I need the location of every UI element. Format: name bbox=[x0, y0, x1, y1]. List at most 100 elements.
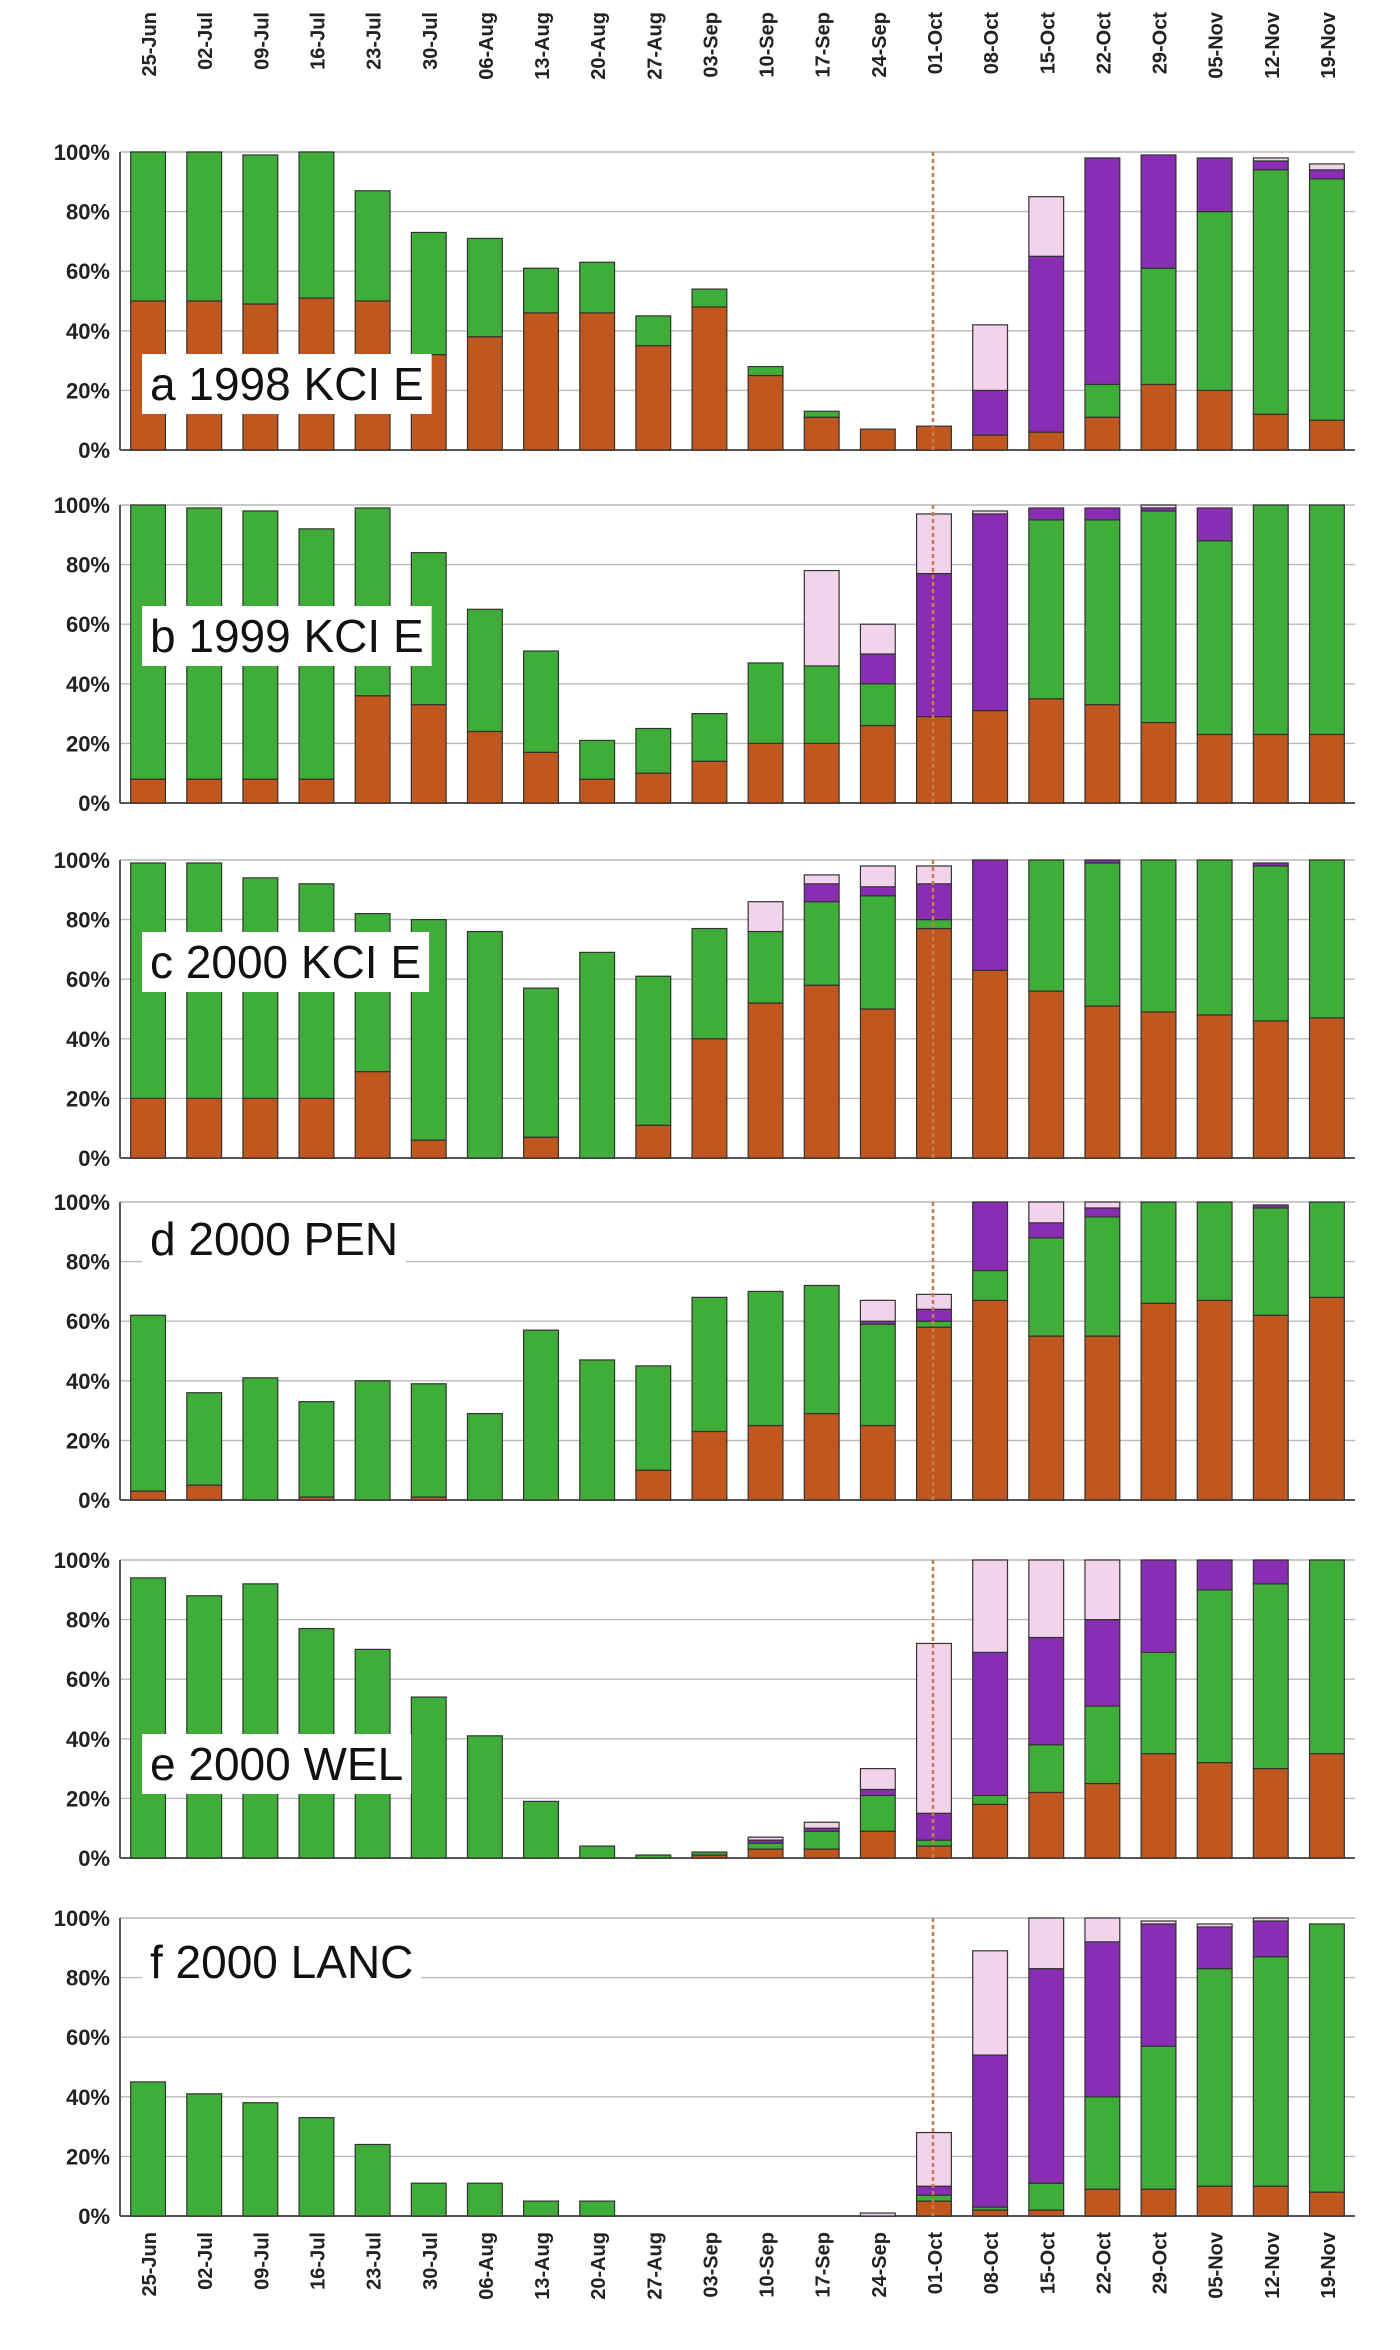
bar-segment-green bbox=[130, 1314, 167, 1492]
bar-segment-green bbox=[466, 1735, 503, 1859]
bar-segment-pink bbox=[1140, 1920, 1177, 1925]
bar-segment-green bbox=[1252, 504, 1289, 736]
bar-segment-green bbox=[130, 151, 167, 302]
y-tick-label: 0% bbox=[78, 1146, 110, 1171]
x-tick-label-bottom: 17-Sep bbox=[813, 2232, 835, 2298]
y-tick-label: 20% bbox=[66, 2144, 110, 2169]
bar-segment-pink bbox=[1252, 157, 1289, 162]
bar-segment-green bbox=[298, 151, 335, 299]
bar-segment-green bbox=[1140, 2045, 1177, 2190]
bar-segment-brown bbox=[1028, 990, 1065, 1159]
bar-segment-green bbox=[1308, 1559, 1345, 1755]
bar-segment-green bbox=[1252, 1583, 1289, 1770]
y-tick-label: 40% bbox=[66, 2085, 110, 2110]
bar-segment-purple bbox=[803, 883, 840, 903]
bar-segment-green bbox=[1196, 859, 1233, 1016]
bar-segment-green bbox=[1084, 1705, 1121, 1785]
bar-segment-brown bbox=[1028, 1791, 1065, 1859]
chart-panel: 0% 20% 40% 60% 80% 100% f 2000 LANC bbox=[54, 1906, 1355, 2229]
bar-segment-green bbox=[579, 1845, 616, 1859]
bar-segment-green bbox=[803, 665, 840, 744]
bar-segment-brown bbox=[466, 336, 503, 451]
bar-segment-brown bbox=[747, 374, 784, 451]
bar-segment-brown bbox=[1308, 419, 1345, 451]
bar-segment-purple bbox=[1196, 1559, 1233, 1591]
bar-segment-purple bbox=[1028, 255, 1065, 433]
bar-segment-brown bbox=[1140, 1011, 1177, 1159]
bar-segment-brown bbox=[803, 1848, 840, 1859]
bar-segment-pink bbox=[1028, 1201, 1065, 1224]
y-tick-label: 20% bbox=[66, 1086, 110, 1111]
y-tick-label: 20% bbox=[66, 378, 110, 403]
bar-segment-green bbox=[186, 2093, 223, 2217]
bar-segment-green bbox=[1140, 510, 1177, 724]
bar-segment-brown bbox=[1252, 413, 1289, 451]
bar-segment-green bbox=[523, 267, 560, 314]
x-tick-label-top: 23-Jul bbox=[364, 12, 386, 70]
bar-segment-green bbox=[354, 190, 391, 302]
bar-segment-green bbox=[691, 1851, 728, 1856]
bar-segment-green bbox=[1252, 169, 1289, 415]
bar-segment-green bbox=[186, 151, 223, 302]
bar-segment-pink bbox=[1028, 1559, 1065, 1639]
bar-segment-green bbox=[523, 1329, 560, 1501]
bar-segment-brown bbox=[1084, 704, 1121, 804]
bar-segment-green bbox=[523, 1800, 560, 1859]
bar-segment-brown bbox=[635, 1469, 672, 1501]
bar-segment-purple bbox=[972, 389, 1009, 436]
x-tick-label-top: 01-Oct bbox=[925, 12, 947, 75]
panel-label: a 1998 KCI E bbox=[150, 358, 424, 410]
bar-segment-green bbox=[523, 2200, 560, 2217]
bar-segment-purple bbox=[859, 886, 896, 897]
bar-segment-pink bbox=[972, 1559, 1009, 1653]
bar-segment-green bbox=[1308, 504, 1345, 736]
bar-segment-brown bbox=[1252, 1314, 1289, 1501]
bar-segment-green bbox=[1140, 1201, 1177, 1304]
bar-segment-green bbox=[635, 975, 672, 1126]
bar-segment-brown bbox=[635, 1124, 672, 1159]
panel-label-background bbox=[142, 1209, 407, 1269]
bar-segment-brown bbox=[298, 778, 335, 804]
x-tick-label-bottom: 01-Oct bbox=[925, 2232, 947, 2295]
y-tick-label: 80% bbox=[66, 1608, 110, 1633]
bar-segment-brown bbox=[747, 742, 784, 804]
bar-segment-brown bbox=[1308, 2191, 1345, 2217]
bar-segment-brown bbox=[186, 1484, 223, 1501]
bar-segment-brown bbox=[130, 1097, 167, 1159]
bar-segment-purple bbox=[1252, 1204, 1289, 1209]
x-tick-label-bottom: 30-Jul bbox=[420, 2232, 442, 2290]
y-tick-label: 80% bbox=[66, 1250, 110, 1275]
panel-label: d 2000 PEN bbox=[150, 1213, 398, 1265]
x-tick-label-top: 22-Oct bbox=[1093, 12, 1115, 75]
chart-panel: 0% 20% 40% 60% 80% 100% a 1998 KCI E bbox=[54, 140, 1355, 463]
bar-segment-green bbox=[186, 1392, 223, 1486]
bar-segment-green bbox=[1196, 540, 1233, 736]
bar-segment-brown bbox=[859, 1830, 896, 1859]
bar-segment-brown bbox=[635, 345, 672, 451]
bar-segment-green bbox=[1084, 2096, 1121, 2190]
bar-segment-green bbox=[1252, 1207, 1289, 1316]
bar-segment-brown bbox=[1308, 1296, 1345, 1501]
x-tick-label-bottom: 27-Aug bbox=[644, 2232, 666, 2300]
bar-segment-brown bbox=[1028, 1335, 1065, 1501]
bar-segment-purple bbox=[1084, 157, 1121, 386]
y-tick-label: 20% bbox=[66, 731, 110, 756]
bar-segment-green bbox=[1196, 1589, 1233, 1764]
bar-segment-green bbox=[242, 1377, 279, 1501]
chart-panel: 0% 20% 40% 60% 80% 100% c 2000 KCI E bbox=[54, 848, 1355, 1171]
bar-segment-purple bbox=[1084, 1618, 1121, 1707]
x-tick-label-bottom: 19-Nov bbox=[1318, 2231, 1340, 2299]
bar-segment-green bbox=[1084, 383, 1121, 418]
bar-segment-pink bbox=[972, 1950, 1009, 2056]
bar-segment-brown bbox=[691, 1038, 728, 1159]
bar-segment-brown bbox=[803, 742, 840, 804]
bar-segment-pink bbox=[1308, 163, 1345, 171]
bar-segment-green bbox=[410, 231, 447, 356]
bar-segment-brown bbox=[859, 1424, 896, 1501]
x-tick-label-bottom: 23-Jul bbox=[364, 2232, 386, 2290]
bar-segment-purple bbox=[1140, 1923, 1177, 2047]
y-tick-label: 0% bbox=[78, 438, 110, 463]
y-tick-label: 40% bbox=[66, 1369, 110, 1394]
bar-segment-brown bbox=[972, 434, 1009, 451]
x-tick-label-bottom: 13-Aug bbox=[532, 2232, 554, 2300]
